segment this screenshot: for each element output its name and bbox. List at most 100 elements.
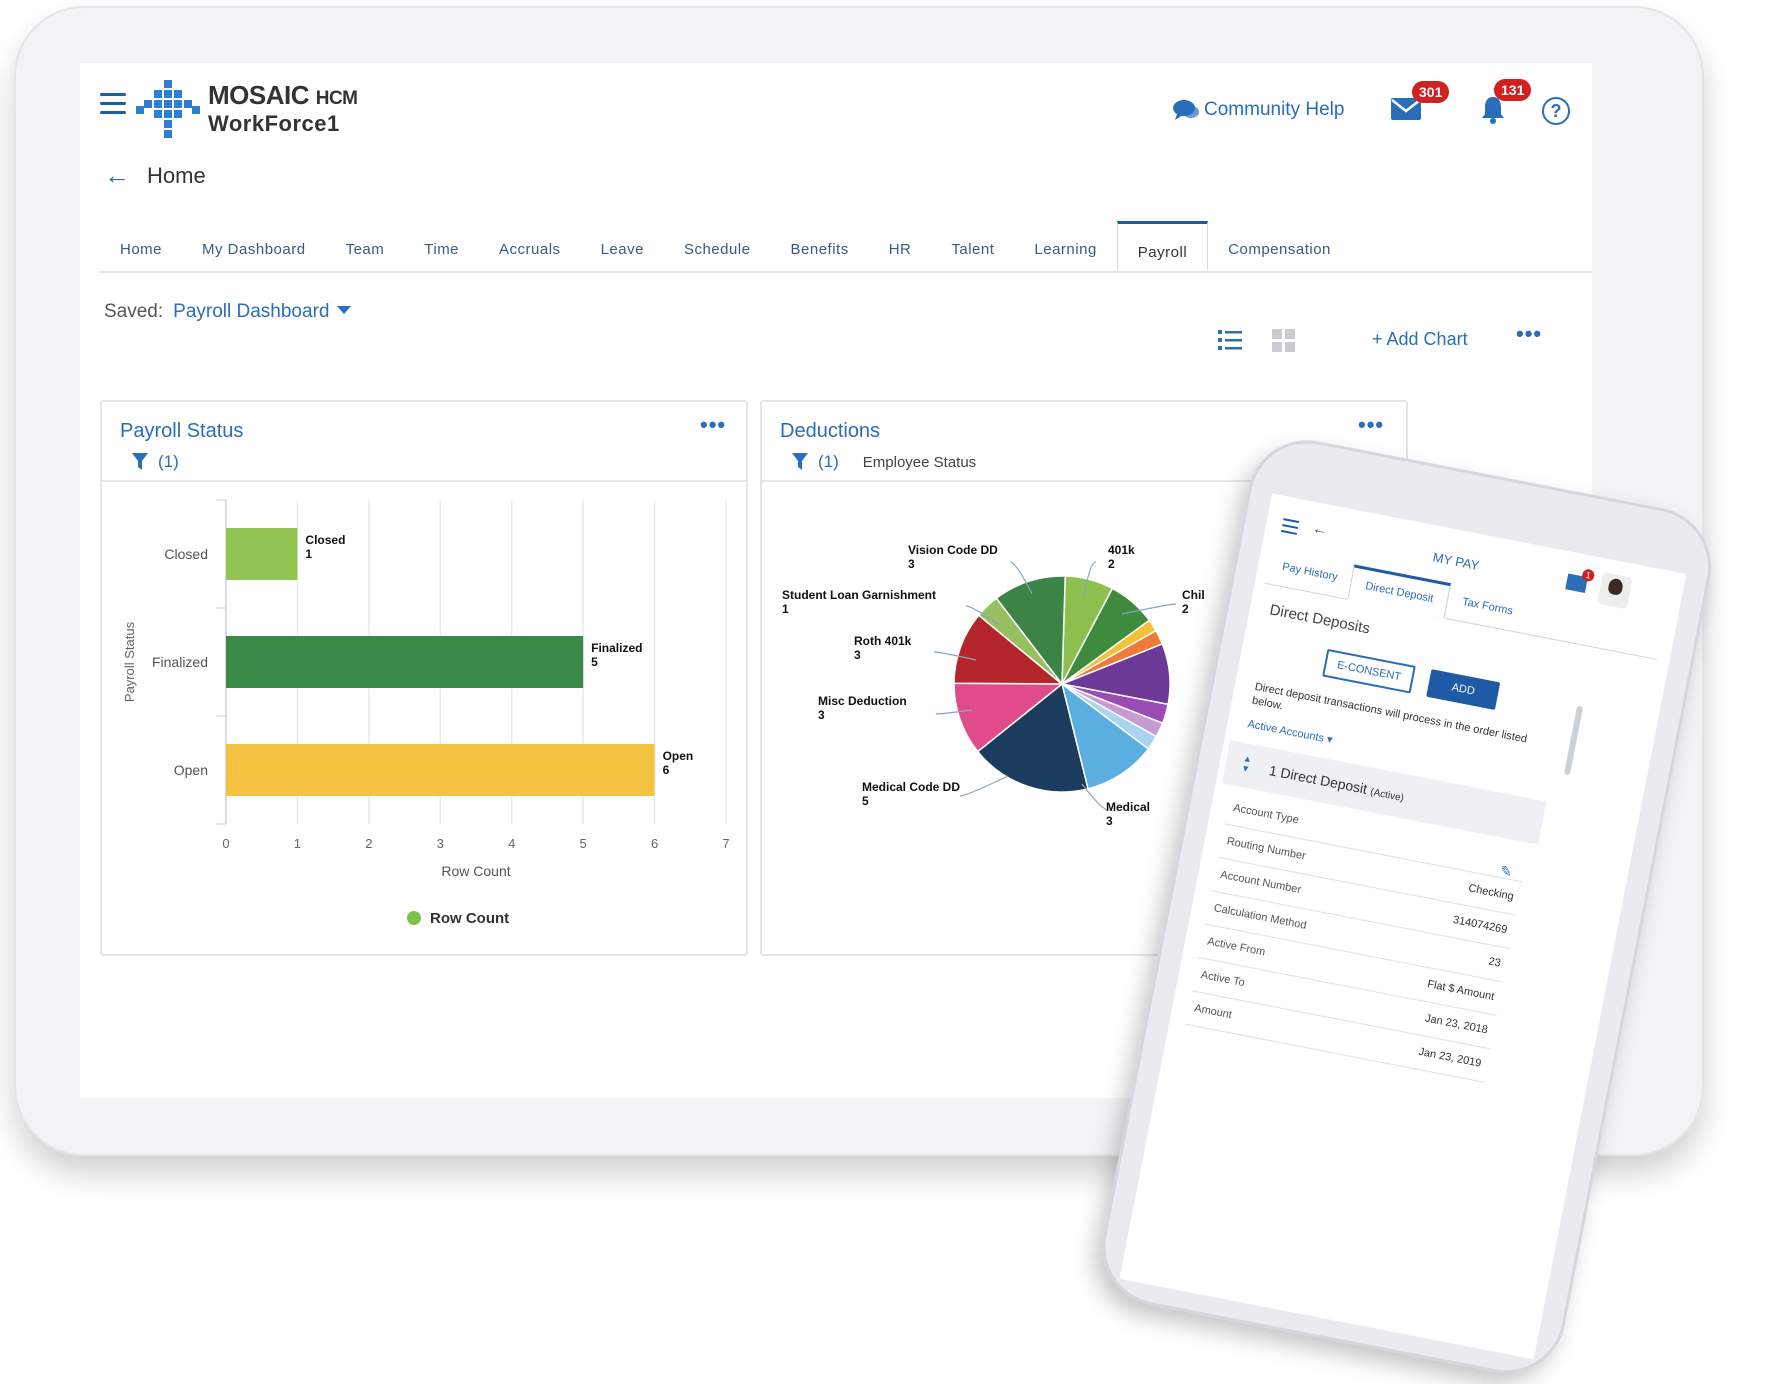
filter-icon bbox=[132, 453, 148, 470]
filter-icon bbox=[792, 453, 808, 470]
section-status: (Active) bbox=[1369, 786, 1405, 805]
pie-slice bbox=[1060, 682, 1150, 790]
tab-compensation[interactable]: Compensation bbox=[1228, 241, 1331, 258]
detail-value: Checking bbox=[1467, 882, 1515, 903]
bar-open bbox=[226, 744, 655, 796]
saved-view-selector[interactable]: Saved: Payroll Dashboard bbox=[104, 301, 352, 323]
back-arrow-icon[interactable]: ← bbox=[104, 160, 130, 190]
tab-my-dashboard[interactable]: My Dashboard bbox=[202, 241, 306, 258]
active-accounts-dropdown[interactable]: Active Accounts ▾ bbox=[1246, 718, 1334, 747]
category-label: Closed bbox=[164, 546, 208, 562]
logo-square bbox=[154, 100, 162, 108]
bell-icon bbox=[1482, 97, 1504, 124]
help-icon[interactable]: ? bbox=[1542, 97, 1570, 125]
x-tick-label: 6 bbox=[651, 836, 658, 851]
detail-value: Jan 23, 2018 bbox=[1424, 1012, 1489, 1037]
logo-square bbox=[164, 80, 172, 88]
logo-square bbox=[174, 90, 182, 98]
detail-key: Account Number bbox=[1219, 868, 1303, 897]
more-options-icon[interactable]: ••• bbox=[1516, 321, 1543, 346]
tab-home[interactable]: Home bbox=[120, 241, 163, 258]
community-help-link[interactable]: Community Help bbox=[1172, 99, 1344, 121]
card-divider bbox=[102, 480, 746, 482]
add-chart-label: Add Chart bbox=[1386, 329, 1468, 349]
tab-time[interactable]: Time bbox=[424, 241, 460, 258]
phone-menu-icon[interactable] bbox=[1280, 518, 1300, 539]
add-deposit-button[interactable]: ADD bbox=[1426, 669, 1501, 710]
logo-square bbox=[164, 120, 172, 128]
data-label-value: 6 bbox=[663, 763, 670, 777]
phone-heading: Direct Deposits bbox=[1268, 601, 1372, 638]
data-label-name: Finalized bbox=[591, 641, 642, 655]
pie-label-name: 401k bbox=[1108, 543, 1135, 557]
logo-hcm-text: HCM bbox=[315, 87, 358, 109]
payroll-card-filter[interactable]: (1) bbox=[132, 452, 179, 472]
tab-hr[interactable]: HR bbox=[888, 241, 912, 258]
category-label: Finalized bbox=[152, 654, 208, 670]
card-divider bbox=[762, 480, 1406, 482]
payroll-filter-count: (1) bbox=[158, 452, 179, 471]
logo-square bbox=[164, 90, 172, 98]
mail-button[interactable]: 301 bbox=[1390, 81, 1450, 123]
y-axis-label: Payroll Status bbox=[122, 621, 137, 702]
community-help-label: Community Help bbox=[1204, 99, 1345, 120]
leader-line bbox=[933, 651, 977, 661]
pie-label-value: 3 bbox=[908, 557, 915, 571]
deductions-card-filter[interactable]: (1) Employee Status bbox=[792, 452, 976, 472]
menu-icon[interactable] bbox=[100, 93, 126, 115]
deductions-card-more-icon[interactable]: ••• bbox=[1358, 412, 1385, 437]
list-view-icon[interactable] bbox=[1218, 329, 1242, 351]
notifications-button[interactable]: 131 bbox=[1480, 79, 1532, 127]
phone-tab-direct-deposit[interactable]: Direct Deposit bbox=[1347, 564, 1452, 619]
add-chart-button[interactable]: + Add Chart bbox=[1372, 329, 1468, 350]
leader-line bbox=[1081, 783, 1109, 811]
phone-tab-tax-forms[interactable]: Tax Forms bbox=[1461, 595, 1514, 618]
tab-talent[interactable]: Talent bbox=[951, 241, 995, 258]
x-tick-label: 0 bbox=[222, 836, 229, 851]
data-label-name: Closed bbox=[305, 533, 345, 547]
pie-label-value: 3 bbox=[1106, 814, 1113, 828]
tab-learning[interactable]: Learning bbox=[1034, 241, 1097, 258]
pie-label-value: 2 bbox=[1182, 602, 1189, 616]
notification-count-badge: 131 bbox=[1494, 79, 1532, 101]
x-tick-label: 4 bbox=[508, 836, 515, 851]
payroll-card-title: Payroll Status bbox=[120, 420, 244, 442]
payroll-card-more-icon[interactable]: ••• bbox=[700, 412, 727, 437]
detail-key: Calculation Method bbox=[1212, 902, 1308, 932]
phone-title: MY PAY bbox=[1431, 549, 1481, 574]
avatar[interactable] bbox=[1597, 572, 1633, 610]
tab-team[interactable]: Team bbox=[345, 241, 385, 258]
phone-tab-pay-history[interactable]: Pay History bbox=[1281, 560, 1339, 584]
deductions-filter-count: (1) bbox=[818, 452, 839, 471]
section-label: 1 Direct Deposit bbox=[1267, 762, 1369, 797]
tab-leave[interactable]: Leave bbox=[600, 241, 644, 258]
grid-view-icon[interactable] bbox=[1272, 329, 1296, 353]
tab-payroll[interactable]: Payroll bbox=[1116, 221, 1209, 271]
phone-back-arrow-icon[interactable]: ← bbox=[1310, 519, 1330, 540]
logo-square bbox=[174, 110, 182, 118]
logo-square bbox=[164, 110, 172, 118]
legend-marker bbox=[407, 911, 421, 925]
x-axis-label: Row Count bbox=[441, 863, 510, 879]
logo-square bbox=[154, 90, 162, 98]
pie-slice bbox=[953, 682, 1065, 753]
econsent-button[interactable]: E-CONSENT bbox=[1322, 648, 1416, 694]
pie-label-name: Misc Deduction bbox=[818, 694, 907, 708]
x-tick-label: 5 bbox=[580, 836, 587, 851]
logo-square bbox=[154, 110, 162, 118]
logo-square bbox=[192, 106, 200, 114]
pie-label-name: Roth 401k bbox=[854, 634, 912, 648]
phone-scrollbar[interactable] bbox=[1563, 705, 1584, 776]
leader-line bbox=[1083, 561, 1097, 597]
detail-key: Account Type bbox=[1232, 801, 1300, 827]
mail-count-badge: 301 bbox=[1412, 81, 1450, 103]
tab-benefits[interactable]: Benefits bbox=[790, 241, 849, 258]
detail-key: Amount bbox=[1193, 1002, 1233, 1022]
x-tick-label: 7 bbox=[722, 836, 729, 851]
tab-schedule[interactable]: Schedule bbox=[683, 241, 751, 258]
leader-line bbox=[1121, 603, 1177, 615]
logo-square bbox=[144, 100, 152, 108]
sort-arrows-icon[interactable]: ▲ ▼ bbox=[1240, 752, 1253, 775]
tab-accruals[interactable]: Accruals bbox=[499, 241, 561, 258]
detail-key: Active To bbox=[1199, 968, 1246, 990]
